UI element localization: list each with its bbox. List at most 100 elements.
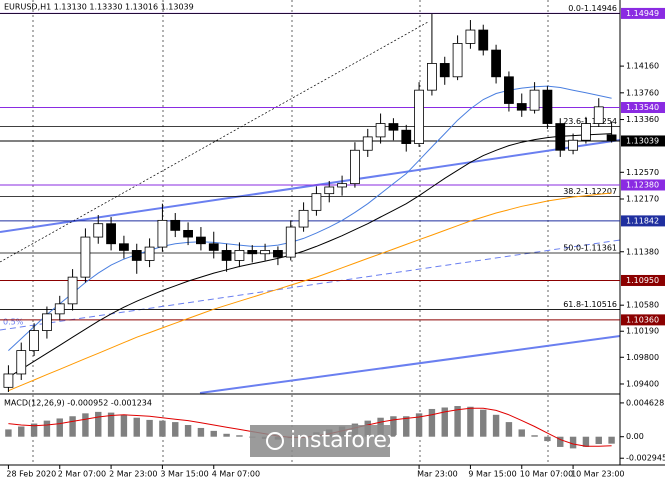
candle-body	[465, 29, 476, 44]
x-tick-label: 3 Mar 15:00	[160, 470, 208, 479]
x-tick-label: 4 Mar 07:00	[212, 470, 260, 479]
candle-body	[375, 123, 386, 138]
level-label-box	[621, 135, 665, 147]
candle-body	[337, 183, 347, 188]
macd-bar	[159, 420, 166, 437]
candle-body	[54, 303, 65, 315]
macd-bar	[569, 436, 577, 449]
y-tick-label: 1.13760	[626, 88, 659, 97]
macd-bar	[518, 429, 525, 437]
macd-bar	[582, 436, 590, 447]
candle-body	[131, 250, 142, 261]
fib-label: 0.0-1.14946	[568, 4, 617, 13]
y-tick-label: 1.14160	[626, 62, 659, 71]
level-label-box	[621, 274, 665, 286]
candle-body	[234, 250, 245, 261]
macd-bar	[390, 416, 397, 437]
macd-bar	[43, 420, 51, 437]
macd-y-tick-label: 0.00	[626, 432, 644, 441]
macd-bar	[197, 427, 205, 437]
level-label-box	[621, 7, 665, 19]
macd-bar	[467, 406, 474, 437]
y-tick-label: 1.11380	[626, 247, 659, 256]
level-label-box	[621, 314, 665, 326]
candle-body	[208, 243, 219, 251]
y-tick-label: 1.10190	[626, 327, 659, 336]
candle-body	[67, 276, 78, 305]
candle-body	[157, 219, 168, 248]
macd-bar	[18, 426, 25, 437]
y-tick-label: 1.09800	[626, 353, 659, 362]
macd-bar	[608, 436, 615, 444]
macd-bar	[454, 406, 461, 437]
drawing-objects	[0, 0, 621, 465]
candle-body	[439, 63, 450, 78]
moving-average	[8, 133, 612, 378]
y-tick-label: 1.09400	[626, 379, 659, 388]
level-label: 1.10360	[626, 315, 659, 324]
candle-body	[311, 193, 322, 211]
macd-label: MACD(12,26,9) -0.000952 -0.001234	[4, 399, 152, 408]
macd-bar	[403, 416, 410, 437]
macd-bar	[69, 416, 76, 437]
macd-bar	[146, 419, 153, 437]
candle-body	[16, 350, 27, 375]
candle-body	[247, 250, 258, 255]
candle-body	[324, 186, 335, 195]
candle-body	[516, 103, 527, 111]
trend-line	[199, 335, 621, 394]
trend-line	[0, 139, 621, 233]
macd-bar	[5, 429, 12, 437]
candle-body	[581, 123, 591, 141]
macd-y-tick-label: -0.002945	[626, 454, 665, 463]
candle-body	[542, 89, 553, 124]
level-label-box	[621, 215, 665, 227]
x-tick-label: 10 Mar 23:00	[571, 470, 624, 479]
macd-bar	[107, 412, 115, 437]
fib-label: 23.6-1.13254	[563, 117, 617, 126]
level-label: 1.14949	[626, 9, 659, 18]
candle-body	[414, 89, 424, 144]
macd-bar	[492, 414, 500, 437]
x-tick-label: 2 Mar 07:00	[58, 470, 106, 479]
watermark-text: instaforex	[290, 428, 400, 453]
candle-body	[170, 219, 181, 231]
candle-body	[606, 134, 617, 142]
x-tick-label: 2 Mar 23:00	[109, 470, 157, 479]
macd-bar	[480, 409, 487, 437]
macd-bar	[428, 408, 436, 437]
macd-bar	[544, 436, 551, 442]
watermark: instaforex	[250, 425, 400, 457]
candle-body	[388, 123, 399, 131]
macd-y-tick-label: 0.004628	[626, 398, 664, 407]
level-label: 1.12380	[626, 180, 659, 189]
candle-body	[593, 106, 604, 124]
candle-body	[119, 243, 129, 251]
candle-body	[260, 250, 270, 255]
candle-body	[504, 76, 514, 104]
macd-bar	[30, 423, 38, 437]
candle-body	[273, 250, 283, 258]
candle-body	[29, 330, 39, 351]
x-tick-label: Mar 23:00	[417, 470, 458, 479]
macd-bar	[184, 425, 192, 437]
candle-body	[144, 246, 155, 261]
macd-bar	[441, 407, 448, 437]
candle-body	[427, 63, 437, 91]
x-tick-label: 9 Mar 15:00	[468, 470, 516, 479]
candle-body	[183, 229, 193, 238]
candle-body	[401, 129, 412, 144]
macd-bar	[505, 422, 513, 437]
level-label: 1.10950	[626, 276, 659, 285]
fib-label: 50.0-1.11361	[563, 244, 617, 253]
macd-bar	[531, 435, 538, 437]
macd-bar	[82, 413, 89, 437]
candle-body	[478, 29, 489, 51]
y-tick-label: 1.12170	[626, 195, 659, 204]
candle-body	[350, 149, 360, 185]
candle-body	[196, 236, 206, 245]
x-tick-label: 10 Mar 07:00	[520, 470, 573, 479]
level-label: 1.13039	[626, 136, 659, 145]
macd-bar	[595, 436, 602, 445]
